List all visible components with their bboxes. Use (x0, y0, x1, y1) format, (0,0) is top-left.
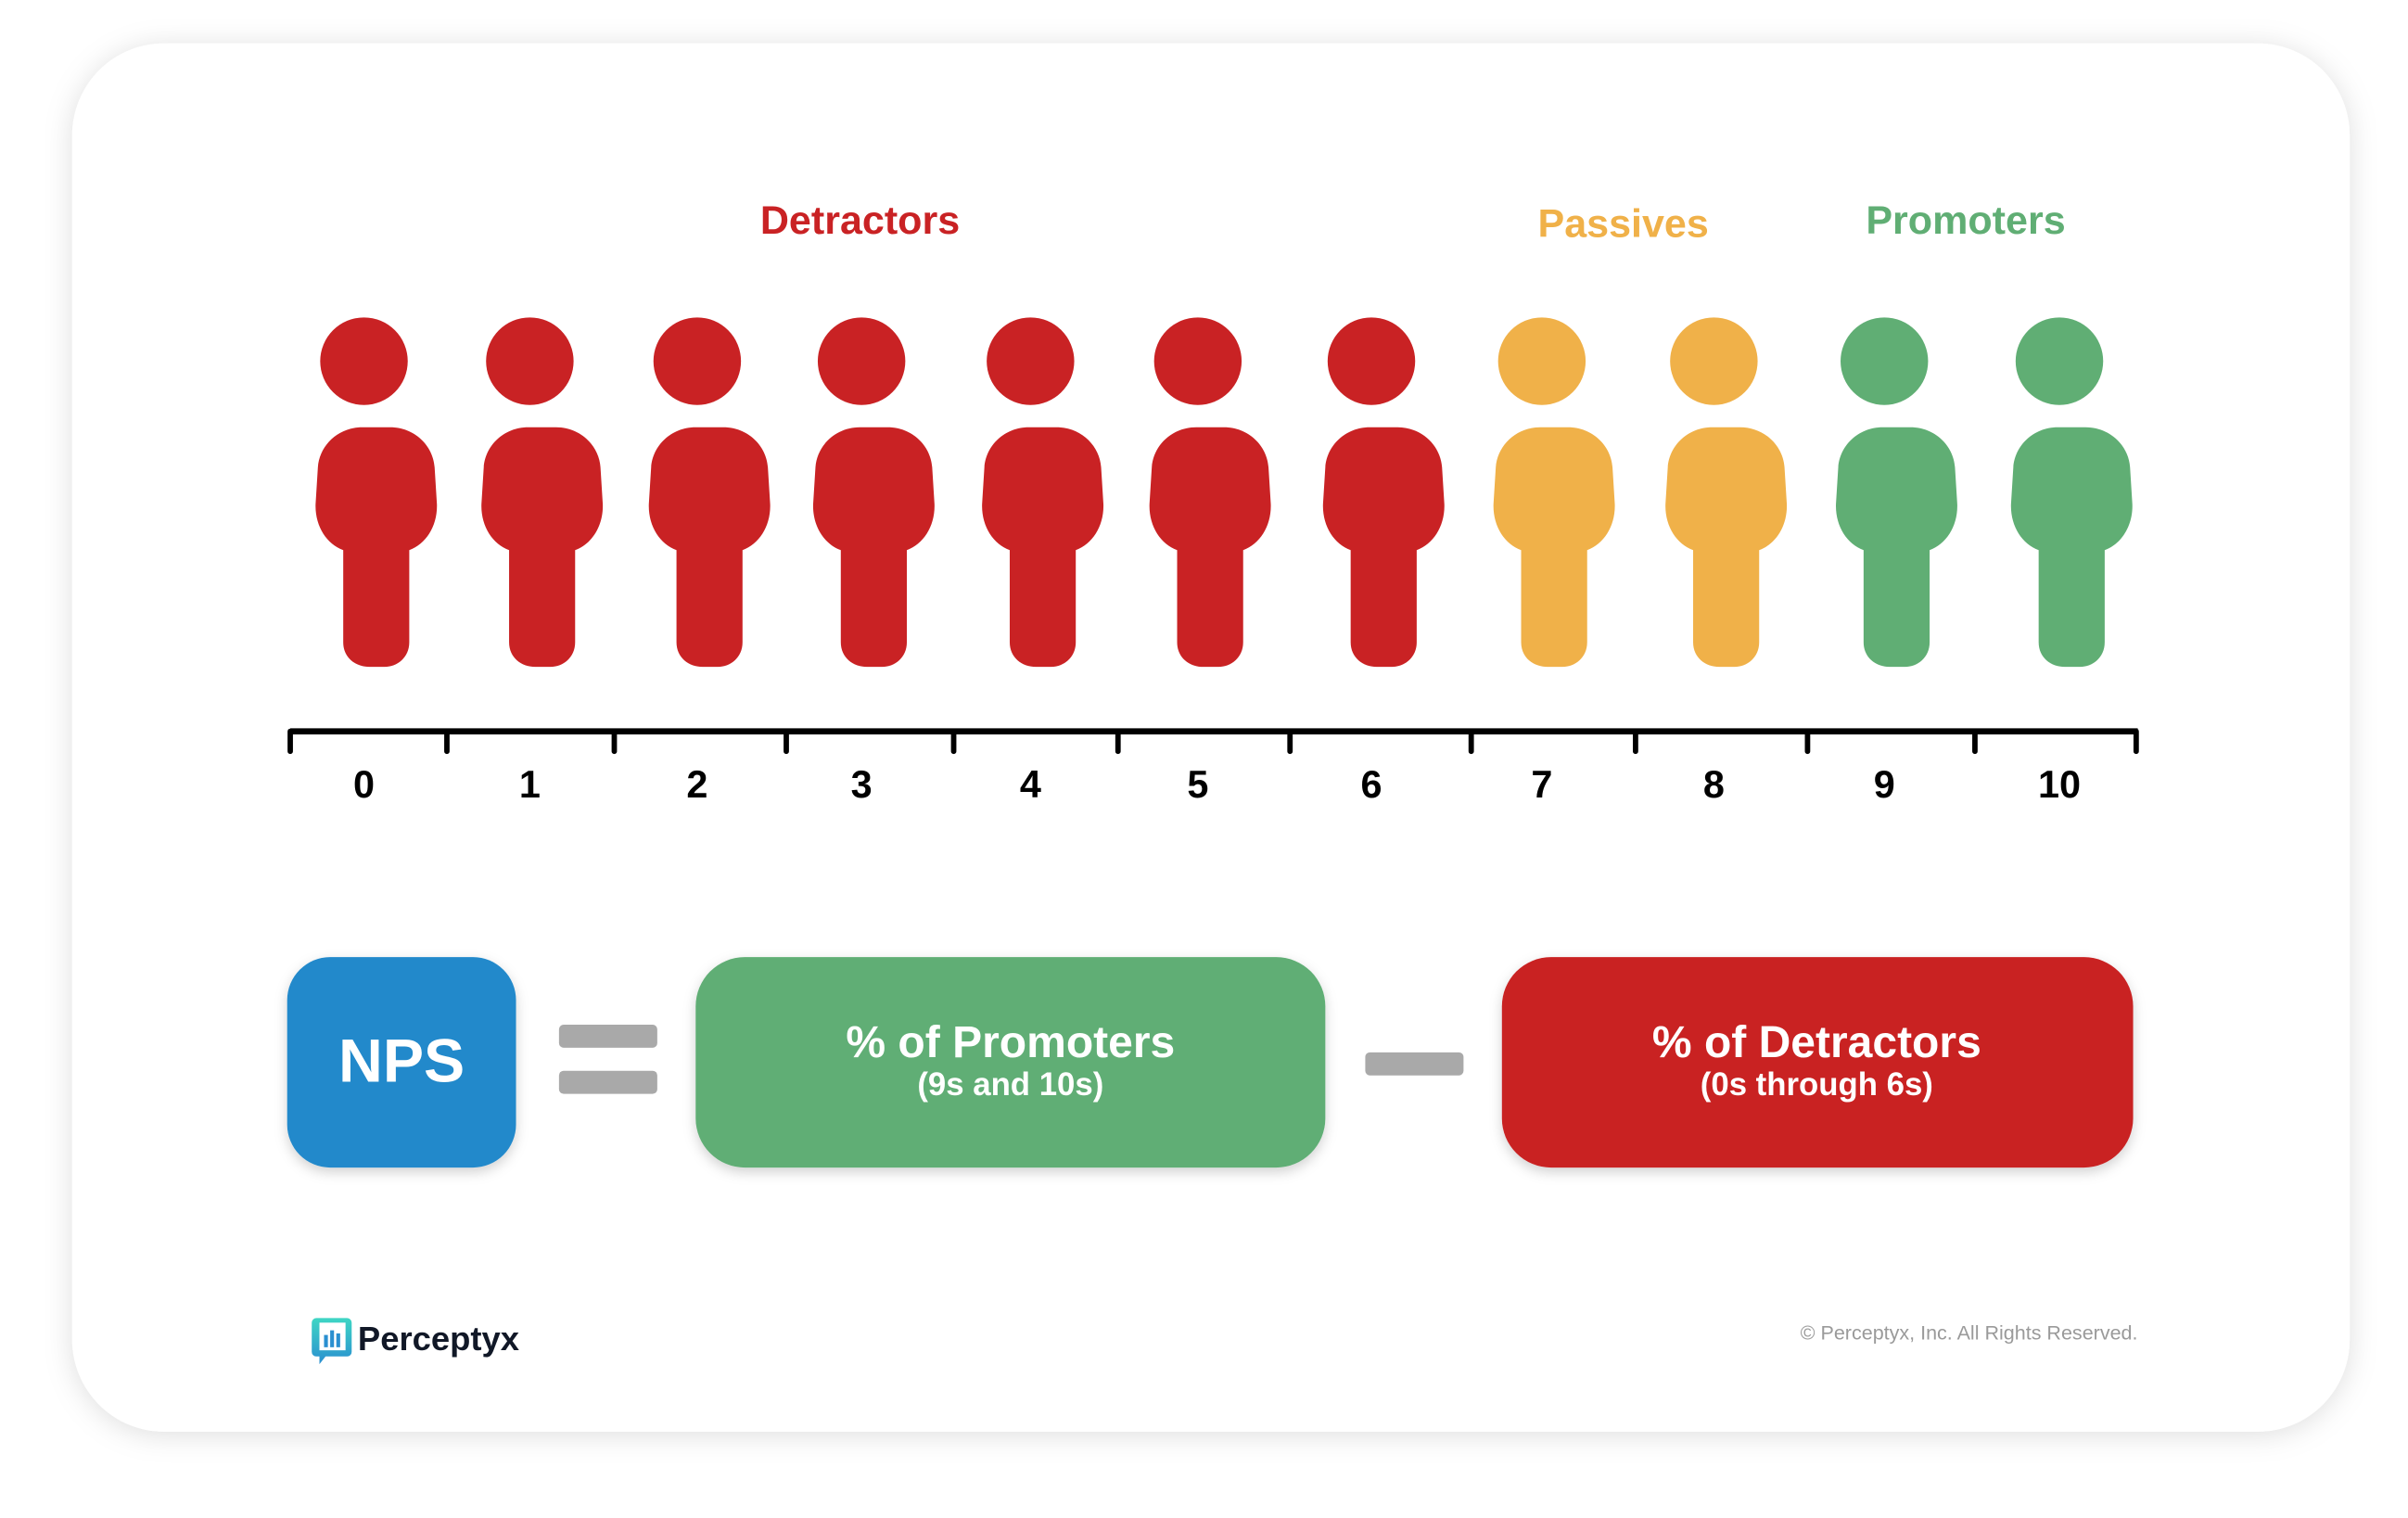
perceptyx-logo: Perceptyx (312, 1318, 519, 1365)
person-head (653, 317, 742, 405)
promoters-formula-title: % of Promoters (846, 1018, 1175, 1067)
person-icon-detractors (315, 317, 438, 668)
person-icon-detractors (982, 317, 1104, 668)
score-label: 9 (1874, 763, 1895, 806)
person-icon-detractors (648, 317, 771, 668)
score-axis: 0 1 2 3 4 5 6 7 8 9 10 (287, 728, 2139, 806)
person-icon-detractors (1322, 317, 1445, 668)
passives-heading: Passives (1537, 201, 1708, 246)
person-head (2015, 317, 2104, 405)
nps-box: NPS (287, 957, 516, 1168)
person-icon-passives (1665, 317, 1788, 668)
person-head (987, 317, 1075, 405)
person-body (1836, 427, 1957, 668)
person-head (486, 317, 574, 405)
nps-label: NPS (338, 1027, 465, 1095)
score-label: 8 (1703, 763, 1725, 806)
person-body (648, 427, 771, 668)
detractors-box: % of Detractors (0s through 6s) (1501, 957, 2134, 1168)
person-icon-promoters (2010, 317, 2133, 668)
person-head (1327, 317, 1416, 405)
person-body (812, 427, 935, 668)
brand-name: Perceptyx (358, 1320, 519, 1358)
score-label: 10 (2038, 763, 2081, 806)
person-body (982, 427, 1104, 668)
person-icon-detractors (1149, 317, 1271, 668)
copyright-text: © Perceptyx, Inc. All Rights Reserved. (1801, 1322, 2138, 1345)
person-head (1497, 317, 1586, 405)
detractors-heading: Detractors (760, 198, 960, 243)
person-icon-detractors (481, 317, 604, 668)
person-body (2010, 427, 2133, 668)
person-body (1665, 427, 1788, 668)
promoters-box: % of Promoters (9s and 10s) (695, 957, 1326, 1168)
people-row (315, 317, 2133, 668)
person-head (1670, 317, 1758, 405)
person-icon-promoters (1836, 317, 1957, 668)
promoters-formula-subtitle: (9s and 10s) (917, 1067, 1103, 1103)
person-icon-passives (1493, 317, 1615, 668)
person-head (1153, 317, 1242, 405)
score-label: 3 (851, 763, 873, 806)
person-head (320, 317, 408, 405)
person-body (315, 427, 438, 668)
minus-icon (1365, 1052, 1464, 1076)
promoters-heading: Promoters (1866, 198, 2065, 243)
score-label: 4 (1020, 763, 1041, 806)
score-label: 7 (1531, 763, 1552, 806)
person-head (817, 317, 906, 405)
score-label: 5 (1187, 763, 1208, 806)
detractors-formula-subtitle: (0s through 6s) (1701, 1067, 1933, 1103)
chart-bubble-icon (312, 1318, 352, 1365)
score-label: 2 (686, 763, 707, 806)
person-body (1493, 427, 1615, 668)
score-label: 1 (519, 763, 541, 806)
person-body (1322, 427, 1445, 668)
equals-icon (558, 1025, 657, 1094)
detractors-formula-title: % of Detractors (1652, 1018, 1981, 1067)
score-label: 0 (353, 763, 375, 806)
person-head (1841, 317, 1929, 405)
person-icon-detractors (812, 317, 935, 668)
person-body (1149, 427, 1271, 668)
person-body (481, 427, 604, 668)
score-label: 6 (1361, 763, 1382, 806)
card (71, 43, 2351, 1432)
